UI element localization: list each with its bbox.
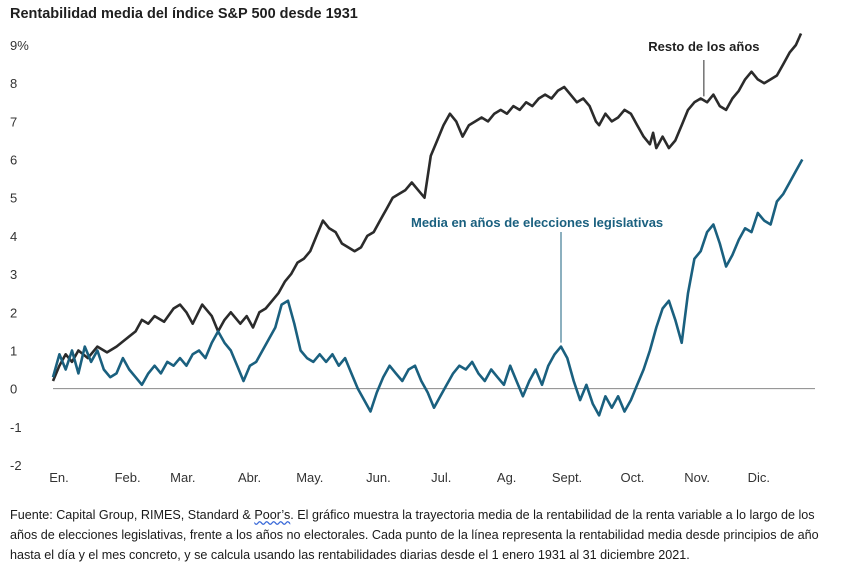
x-tick-label: May. xyxy=(296,470,323,485)
source-note-rest: . El gráfico muestra la trayectoria medi… xyxy=(10,508,819,562)
y-axis-ticks: 9% 8 7 6 5 4 3 2 1 0 -1 -2 xyxy=(10,38,29,473)
series-lines xyxy=(51,32,804,417)
y-tick-label: 0 xyxy=(10,382,17,397)
x-tick-label: En. xyxy=(49,470,69,485)
x-tick-label: Jul. xyxy=(431,470,451,485)
y-tick-label: 6 xyxy=(10,153,17,168)
source-note-start: Fuente: Capital Group, RIMES, Standard & xyxy=(10,508,255,522)
x-tick-label: Jun. xyxy=(366,470,391,485)
y-tick-label: 8 xyxy=(10,76,17,91)
y-tick-label: 2 xyxy=(10,305,17,320)
annotation-label-resto: Resto de los años xyxy=(648,39,759,54)
source-note: Fuente: Capital Group, RIMES, Standard &… xyxy=(10,505,830,565)
chart-title: Rentabilidad media del índice S&P 500 de… xyxy=(10,6,358,22)
y-tick-label: 4 xyxy=(10,229,17,244)
y-tick-label: 3 xyxy=(10,267,17,282)
annotations: Resto de los años Media en años de elecci… xyxy=(411,39,760,343)
y-tick-label: 9% xyxy=(10,38,29,53)
y-tick-label: 5 xyxy=(10,191,17,206)
x-tick-label: Oct. xyxy=(620,470,644,485)
series-line-resto-de-los-anos xyxy=(51,32,803,382)
y-tick-label: 7 xyxy=(10,114,17,129)
y-tick-label: -2 xyxy=(10,458,22,473)
x-tick-label: Dic. xyxy=(748,470,770,485)
annotation-label-elecciones: Media en años de elecciones legislativas xyxy=(411,215,663,230)
x-tick-label: Abr. xyxy=(238,470,261,485)
y-tick-label: 1 xyxy=(10,343,17,358)
x-tick-label: Nov. xyxy=(684,470,710,485)
source-note-underlined: Poor’s xyxy=(254,508,291,522)
x-axis-ticks: En. Feb. Mar. Abr. May. Jun. Jul. Ag. Sept. Oct. N… xyxy=(49,470,770,485)
x-tick-label: Mar. xyxy=(170,470,195,485)
x-tick-label: Feb. xyxy=(115,470,141,485)
x-tick-label: Ag. xyxy=(497,470,517,485)
x-tick-label: Sept. xyxy=(552,470,582,485)
y-tick-label: -1 xyxy=(10,420,22,435)
series-line-elecciones-legislativas xyxy=(51,158,804,417)
line-chart: 9% 8 7 6 5 4 3 2 1 0 -1 -2 En. Feb. Mar. Abr. May. Jun. J… xyxy=(10,32,815,485)
